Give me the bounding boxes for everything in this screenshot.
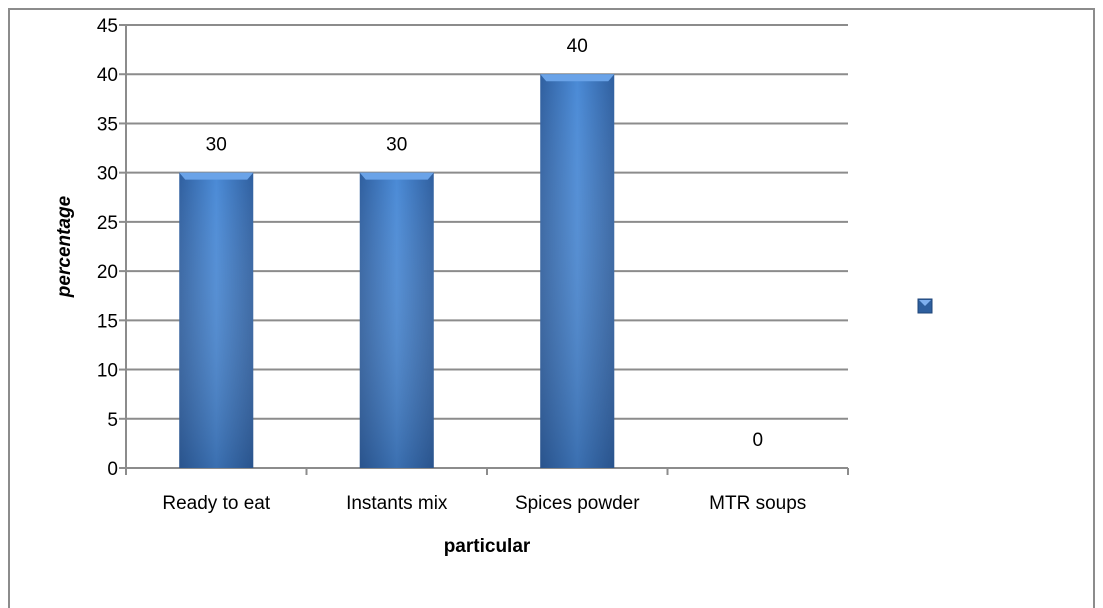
y-tick-label: 40 [97,65,118,86]
y-tick-label: 0 [107,459,118,480]
bar-chart: 0 5 10 15 20 25 30 35 40 45 30 Ready to eat 30 Instan… [54,16,933,557]
labels: 0 5 10 15 20 25 30 35 40 45 30 Ready to eat 30 Instan… [97,16,806,514]
y-tick-label: 15 [97,311,118,332]
bar-bevel [179,172,254,180]
y-tick-label: 5 [107,410,118,431]
chart-frame [8,8,1095,608]
y-axis-title: percentage [54,195,75,298]
y-tick-label: 45 [97,16,118,37]
y-tick-label: 20 [97,262,118,283]
bar-shade [179,172,254,468]
x-tick-label: Instants mix [346,493,448,514]
bar-bevel [540,74,615,82]
x-tick-label: Ready to eat [162,493,270,514]
x-tick-label: Spices powder [515,493,640,514]
bar-bevel [359,172,434,180]
y-tick-label: 35 [97,114,118,135]
data-label: 30 [386,135,407,156]
x-axis-title: particular [444,536,531,557]
data-label: 0 [752,430,763,451]
y-tick-label: 10 [97,361,118,382]
data-label: 30 [206,135,227,156]
bars [179,74,615,468]
bar-shade [540,74,615,468]
legend [917,298,933,314]
bar-shade [359,172,434,468]
data-label: 40 [567,36,588,57]
x-tick-label: MTR soups [709,493,806,514]
y-tick-label: 30 [97,164,118,185]
y-tick-label: 25 [97,213,118,234]
legend-marker-highlight [919,300,931,306]
